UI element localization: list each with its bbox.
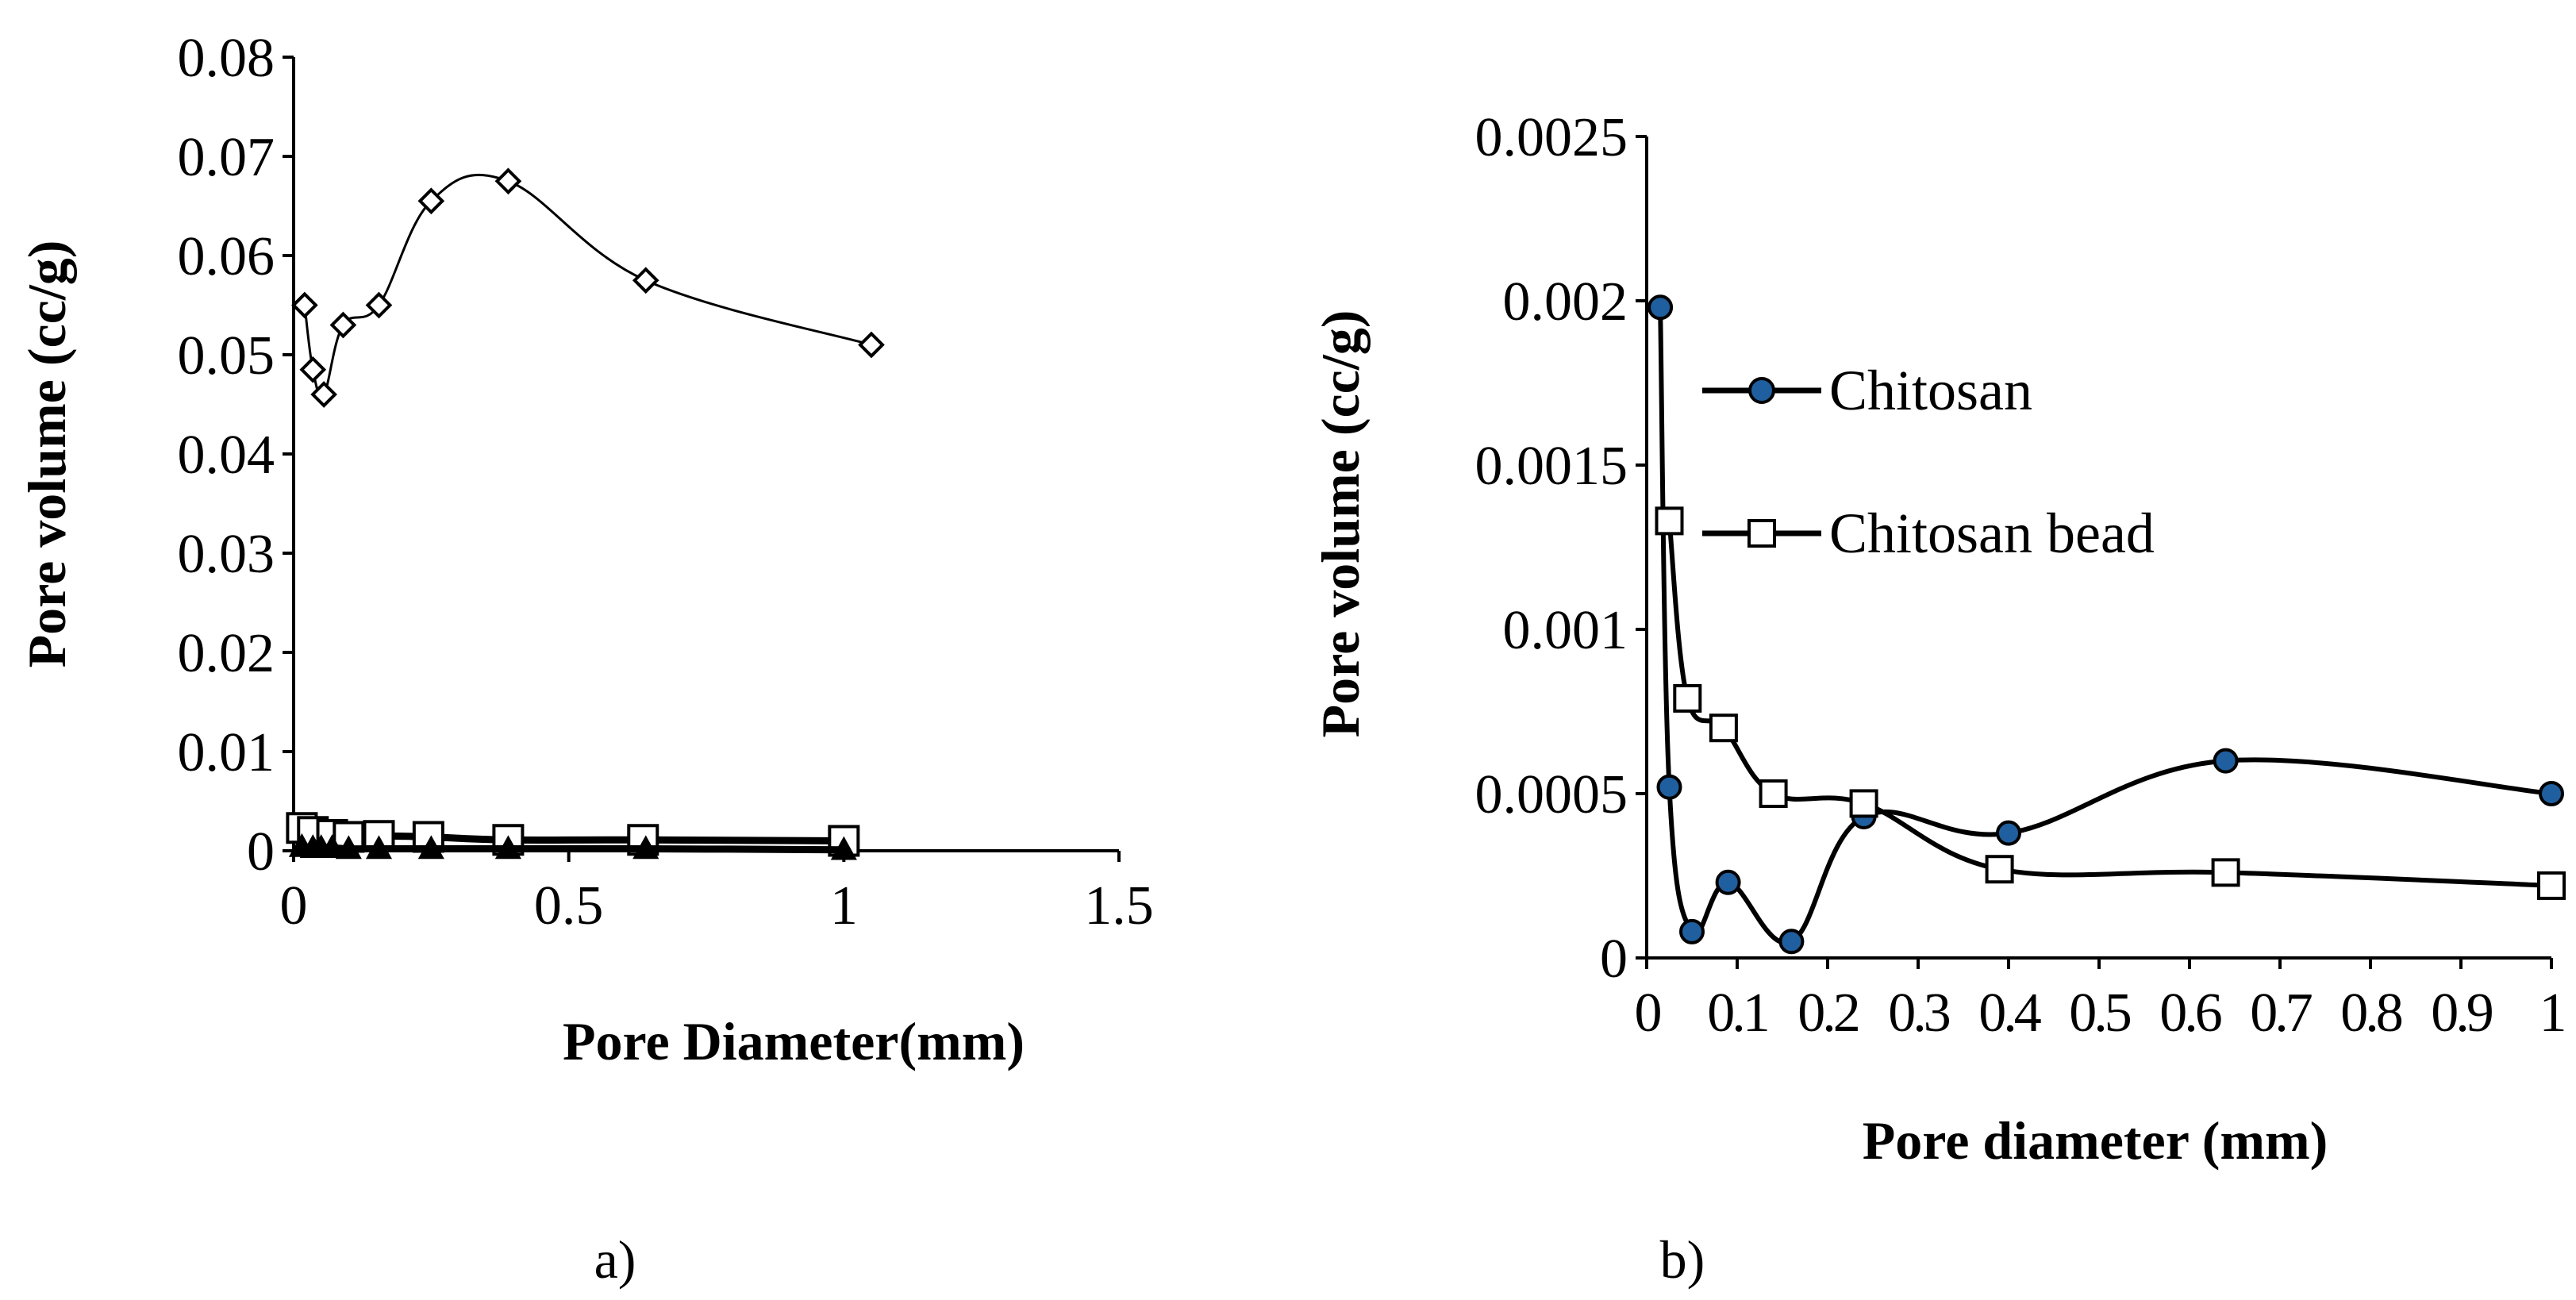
series-line-chitosan: [1658, 307, 2552, 945]
y-tick-label: 0.002: [1503, 271, 1628, 333]
data-point-chitosan: [2213, 748, 2239, 774]
data-point-chitosan: [1647, 294, 1674, 321]
data-point-triangle: [335, 835, 362, 860]
chart-b-y-label: Pore volume (cc/g): [1310, 310, 1371, 738]
x-tick-label: 0.5: [534, 875, 604, 937]
data-point-chitosan: [1996, 820, 2021, 846]
x-tick-label: 0.6: [2159, 983, 2221, 1044]
y-tick-label: 0.06: [178, 226, 275, 287]
y-tick-label: 0.02: [178, 623, 275, 684]
data-point-chitosan-bead: [1759, 779, 1788, 808]
data-point-chitosan-bead: [1985, 855, 2014, 884]
y-tick-label: 0.01: [178, 722, 275, 783]
x-tick-label: 0.3: [1888, 983, 1950, 1044]
chart-b-x-label: Pore diameter (mm): [1863, 1110, 2328, 1171]
legend-chitosan-bead-label: Chitosan bead: [1829, 502, 2155, 565]
y-tick-label: 0.0005: [1475, 764, 1628, 825]
series-line-diamond: [303, 173, 872, 398]
chart-a: 0 0.01 0.02 0.03 0.04 0.05 0.06 0.07 0.08 0 0.5 1 1…: [17, 28, 1154, 1290]
y-tick-label: 0.07: [178, 127, 275, 188]
series-line-chitosan-bead: [1667, 521, 2552, 888]
legend-chitosan-marker: [1748, 377, 1775, 404]
data-point-triangle: [417, 835, 444, 860]
data-point-chitosan: [1715, 869, 1741, 895]
chart-b: 0 0.0005 0.001 0.0015 0.002 0.0025 0 0.1 0.2 0.3…: [1310, 107, 2567, 1290]
data-point-chitosan: [2539, 781, 2564, 806]
data-point-chitosan: [1679, 918, 1705, 944]
x-tick-label: 0.8: [2340, 983, 2402, 1044]
y-tick-label: 0.0025: [1475, 107, 1628, 168]
x-tick-label: 1.5: [1084, 875, 1154, 937]
y-tick-label: 0.08: [178, 28, 275, 89]
legend-item-chitosan: Chitosan: [1702, 359, 2032, 422]
data-point-diamond: [329, 311, 357, 339]
chart-b-panel-label: b): [1660, 1229, 1705, 1290]
x-tick-label: 1: [2539, 983, 2564, 1044]
data-point-diamond: [417, 187, 445, 215]
y-tick-label: 0.0015: [1475, 436, 1628, 497]
y-tick-label: 0: [1600, 929, 1628, 990]
data-point-diamond: [858, 331, 885, 359]
data-point-chitosan-bead: [1849, 789, 1878, 818]
data-point-triangle: [494, 835, 521, 860]
data-point-triangle: [365, 835, 393, 860]
x-tick-label: 0.7: [2250, 983, 2312, 1044]
data-point-diamond: [291, 291, 318, 319]
data-point-triangle: [318, 834, 346, 858]
data-point-diamond: [365, 291, 393, 319]
data-point-diamond: [494, 167, 522, 195]
data-point-triangle: [632, 835, 659, 860]
legend-item-chitosan-bead: Chitosan bead: [1702, 502, 2155, 565]
x-tick-label: 0.4: [1978, 983, 2041, 1044]
y-tick-label: 0.05: [178, 325, 275, 387]
legend-chitosan-label: Chitosan: [1829, 359, 2032, 422]
data-point-chitosan: [1778, 929, 1805, 955]
x-tick-label: 0: [1635, 983, 1661, 1044]
data-point-chitosan-bead: [1709, 713, 1738, 743]
x-tick-label: 0: [280, 875, 308, 937]
legend-chitosan-bead-marker: [1747, 519, 1776, 548]
data-point-chitosan: [1656, 774, 1682, 800]
data-point-chitosan-bead: [2211, 858, 2240, 887]
x-tick-label: 1: [830, 875, 858, 937]
data-point-diamond: [299, 356, 327, 383]
x-tick-label: 0.9: [2431, 983, 2493, 1044]
data-point-chitosan-bead: [1673, 683, 1702, 713]
chart-a-panel-label: a): [594, 1229, 636, 1290]
y-tick-label: 0.04: [178, 425, 275, 486]
data-point-chitosan-bead: [2537, 871, 2566, 900]
data-point-diamond: [310, 381, 337, 408]
data-point-chitosan-bead: [1655, 506, 1684, 536]
data-point-diamond: [632, 267, 659, 294]
chart-a-x-label: Pore Diameter(mm): [563, 1011, 1025, 1071]
x-tick-label: 0.1: [1707, 983, 1767, 1044]
y-tick-label: 0: [247, 821, 275, 883]
y-tick-label: 0.03: [178, 524, 275, 585]
chart-a-y-label: Pore volume (cc/g): [17, 240, 77, 668]
y-tick-label: 0.001: [1503, 600, 1628, 661]
x-tick-label: 0.2: [1797, 983, 1859, 1044]
x-tick-label: 0.5: [2069, 983, 2131, 1044]
chart-b-legend: Chitosan Chitosan bead: [1702, 359, 2155, 565]
